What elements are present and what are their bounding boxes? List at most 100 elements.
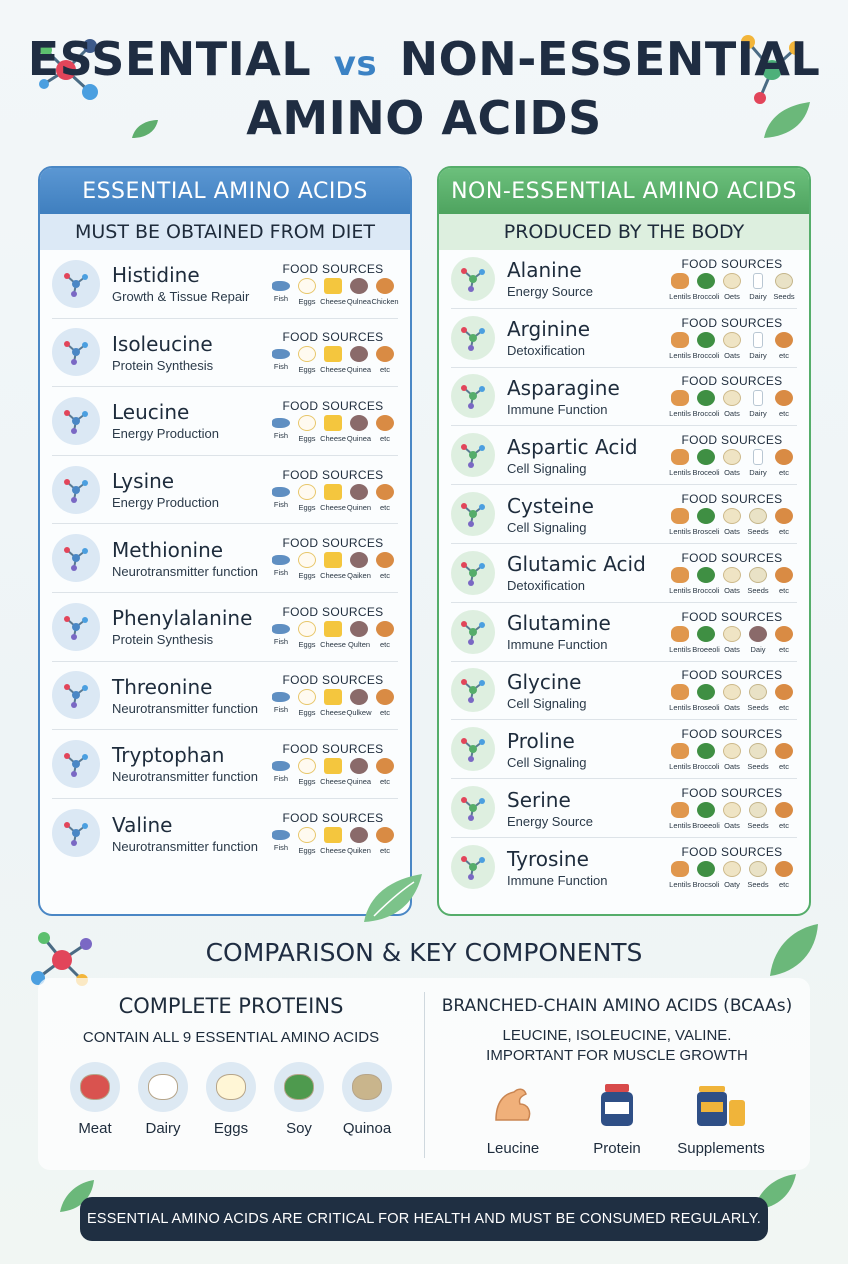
food-sources: FOOD SOURCES Fish Eggs Cheese Quinea etc	[268, 742, 398, 786]
food-label: Fish	[273, 362, 289, 372]
amino-acid-info: Methionine Neurotransmitter function	[112, 538, 268, 579]
food-item: Seeds	[747, 802, 769, 830]
food-icon	[324, 827, 342, 844]
food-icon	[749, 684, 767, 701]
food-icon	[723, 508, 741, 525]
food-label: Fish	[273, 499, 289, 509]
food-label: Fish	[273, 636, 289, 646]
food-sources: FOOD SOURCES Fish Eggs Cheese Qulnea Chicken	[268, 261, 399, 306]
food-label: Oats	[724, 644, 740, 654]
food-icon	[298, 277, 316, 294]
food-label: Qulten	[347, 639, 371, 649]
food-item: Lentils	[669, 684, 691, 712]
food-icon	[350, 552, 368, 569]
essential-row: Histidine Growth & Tissue Repair FOOD SOUR…	[52, 250, 399, 319]
amino-acid-function: Energy Source	[507, 284, 593, 300]
food-icon	[298, 620, 316, 637]
food-label: Seeds	[773, 291, 795, 301]
food-icon	[749, 625, 767, 642]
food-icon	[272, 692, 290, 703]
food-item: Oets	[721, 272, 743, 301]
food-label: Eggs	[298, 571, 316, 581]
molecule-icon	[52, 396, 100, 445]
food-item: Qulnea	[347, 277, 371, 306]
food-item: Oats	[721, 390, 743, 418]
food-item: etc	[773, 625, 795, 654]
amino-acid-name: Threonine	[112, 674, 213, 699]
food-item: etc	[773, 802, 795, 830]
food-icon	[775, 861, 793, 878]
food-item: Lentils	[669, 331, 691, 360]
food-icon	[138, 1062, 188, 1112]
amino-acid-name: Asparagine	[507, 375, 620, 400]
food-item: Dairy	[747, 272, 769, 301]
nonessential-row: Glycine Cell Signaling FOOD SOURCES Lentils…	[451, 662, 797, 721]
food-item: Broccoli	[693, 390, 719, 418]
food-sources-label: FOOD SOURCES	[282, 261, 384, 276]
comparison-box: COMPLETE PROTEINS CONTAIN ALL 9 ESSENTIA…	[38, 978, 810, 1170]
food-icon	[671, 272, 689, 289]
nonessential-row: Alanine Energy Source FOOD SOURCES Lentils B…	[451, 250, 797, 309]
food-item: Broceoli	[692, 449, 720, 477]
food-icons: Fish Eggs Cheese Quinea etc	[268, 414, 398, 443]
food-item: etc	[773, 390, 795, 418]
food-icon	[350, 620, 368, 637]
food-icon	[671, 625, 689, 642]
complete-protein-item: Eggs	[205, 1062, 257, 1137]
food-icon	[775, 390, 793, 407]
food-icons: Lentils Broseoli Oats Seeds etc	[667, 684, 797, 712]
molecule-icon	[451, 433, 495, 478]
food-item: etc	[773, 684, 795, 712]
food-icon	[749, 566, 767, 583]
amino-acid-name: Aspartic Acid	[507, 434, 638, 459]
food-icon	[272, 623, 290, 634]
food-icon	[671, 861, 689, 878]
food-item: Seeds	[747, 743, 769, 771]
food-item: Fish	[270, 621, 292, 649]
food-label: etc	[778, 821, 789, 831]
food-item: etc	[374, 827, 396, 855]
food-icon	[753, 390, 763, 407]
food-sources: FOOD SOURCES Lentils Broeeoli Oats Daiy etc	[667, 610, 797, 654]
food-label: Broeeoli	[692, 644, 720, 654]
food-sources: FOOD SOURCES Fish Eggs Cheese Quinea etc	[268, 399, 398, 443]
food-label: etc	[778, 409, 789, 419]
food-label: Oats	[724, 703, 740, 713]
food-icon	[272, 555, 290, 566]
food-label: Oats	[724, 468, 740, 478]
muscle-icon	[488, 1080, 538, 1132]
food-label: Lentils	[669, 409, 691, 419]
supplement-jar-icon	[693, 1080, 749, 1132]
food-item: Dairy	[747, 331, 769, 360]
amino-acid-name: Histidine	[112, 263, 200, 288]
item-label: Protein	[593, 1140, 641, 1157]
amino-acid-function: Protein Synthesis	[112, 357, 214, 373]
item-label: Leucine	[486, 1140, 540, 1157]
food-item: Broeeoli	[692, 625, 720, 654]
food-sources: FOOD SOURCES Lentils Broccoli Oats Seeds etc	[667, 727, 797, 771]
food-icon	[350, 414, 368, 431]
food-item: Fish	[270, 689, 292, 717]
nonessential-subheader: PRODUCED BY THE BODY	[439, 214, 809, 250]
leaf-icon	[770, 924, 818, 976]
food-item: etc	[773, 743, 795, 771]
food-item: Oats	[721, 802, 743, 830]
food-icons: Fish Eggs Cheese Quinea etc	[268, 346, 398, 374]
complete-proteins-items: Meat Dairy Eggs Soy Quinoa	[38, 1062, 424, 1137]
nonessential-row: Aspartic Acid Cell Signaling FOOD SOURCES L…	[451, 426, 797, 486]
food-icons: Lentils Brosceli Oats Seeds etc	[667, 508, 797, 536]
amino-acid-name: Leucine	[112, 400, 190, 425]
bcaa-subtitle-line-2: IMPORTANT FOR MUSCLE GROWTH	[486, 1047, 748, 1064]
food-item: Fish	[270, 346, 292, 374]
food-icons: Fish Eggs Cheese Quiken etc	[268, 827, 398, 855]
food-item: Oats	[721, 743, 743, 771]
food-icon	[697, 684, 715, 701]
food-label: Quinea	[346, 433, 372, 443]
food-icon	[324, 277, 342, 294]
food-label: etc	[379, 433, 390, 443]
food-label: Cheese	[320, 571, 346, 581]
food-item: etc	[773, 449, 795, 477]
complete-protein-item: Soy	[273, 1062, 325, 1137]
food-icon	[671, 684, 689, 701]
food-item: Oats	[721, 508, 743, 536]
